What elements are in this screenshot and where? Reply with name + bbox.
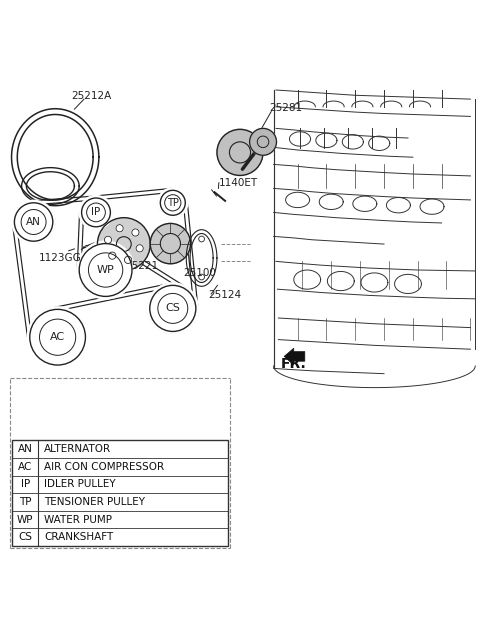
Circle shape <box>116 225 123 232</box>
Text: WATER PUMP: WATER PUMP <box>44 515 112 525</box>
Text: WP: WP <box>17 515 34 525</box>
Circle shape <box>150 223 191 264</box>
Text: 25281: 25281 <box>269 103 302 113</box>
Text: 25124: 25124 <box>208 290 241 300</box>
Text: AN: AN <box>18 444 33 454</box>
Text: CRANKSHAFT: CRANKSHAFT <box>44 532 113 543</box>
Circle shape <box>77 241 134 299</box>
Text: 25100: 25100 <box>183 268 216 278</box>
Circle shape <box>147 283 198 334</box>
Circle shape <box>30 309 85 365</box>
Text: 1123GG: 1123GG <box>38 252 82 263</box>
Text: IDLER PULLEY: IDLER PULLEY <box>44 480 116 489</box>
Text: CS: CS <box>18 532 32 543</box>
Text: TP: TP <box>167 198 179 208</box>
Text: 1140ET: 1140ET <box>218 177 258 188</box>
Text: TP: TP <box>19 497 32 507</box>
Circle shape <box>79 195 113 230</box>
Circle shape <box>12 200 55 244</box>
Text: AN: AN <box>26 217 41 227</box>
Text: CS: CS <box>166 303 180 314</box>
Circle shape <box>132 229 139 236</box>
Circle shape <box>158 188 188 218</box>
Text: 25221: 25221 <box>125 261 158 271</box>
Circle shape <box>14 203 53 241</box>
Circle shape <box>97 218 150 270</box>
Circle shape <box>79 244 132 296</box>
Circle shape <box>217 129 263 176</box>
Polygon shape <box>284 349 305 365</box>
Text: IP: IP <box>91 207 101 218</box>
Circle shape <box>150 286 196 331</box>
Circle shape <box>250 128 276 155</box>
Text: WP: WP <box>97 265 114 275</box>
Circle shape <box>160 190 185 215</box>
Text: AIR CON COMPRESSOR: AIR CON COMPRESSOR <box>44 462 164 472</box>
Circle shape <box>82 198 110 227</box>
Circle shape <box>124 256 132 263</box>
Circle shape <box>108 252 116 259</box>
Text: ALTERNATOR: ALTERNATOR <box>44 444 111 454</box>
Circle shape <box>105 236 112 244</box>
Circle shape <box>27 307 88 368</box>
Circle shape <box>136 245 143 252</box>
Text: 25212A: 25212A <box>71 91 111 101</box>
Text: AC: AC <box>18 462 32 472</box>
Text: IP: IP <box>21 480 30 489</box>
Text: FR.: FR. <box>281 357 307 371</box>
Text: AC: AC <box>50 332 65 342</box>
Text: TENSIONER PULLEY: TENSIONER PULLEY <box>44 497 145 507</box>
